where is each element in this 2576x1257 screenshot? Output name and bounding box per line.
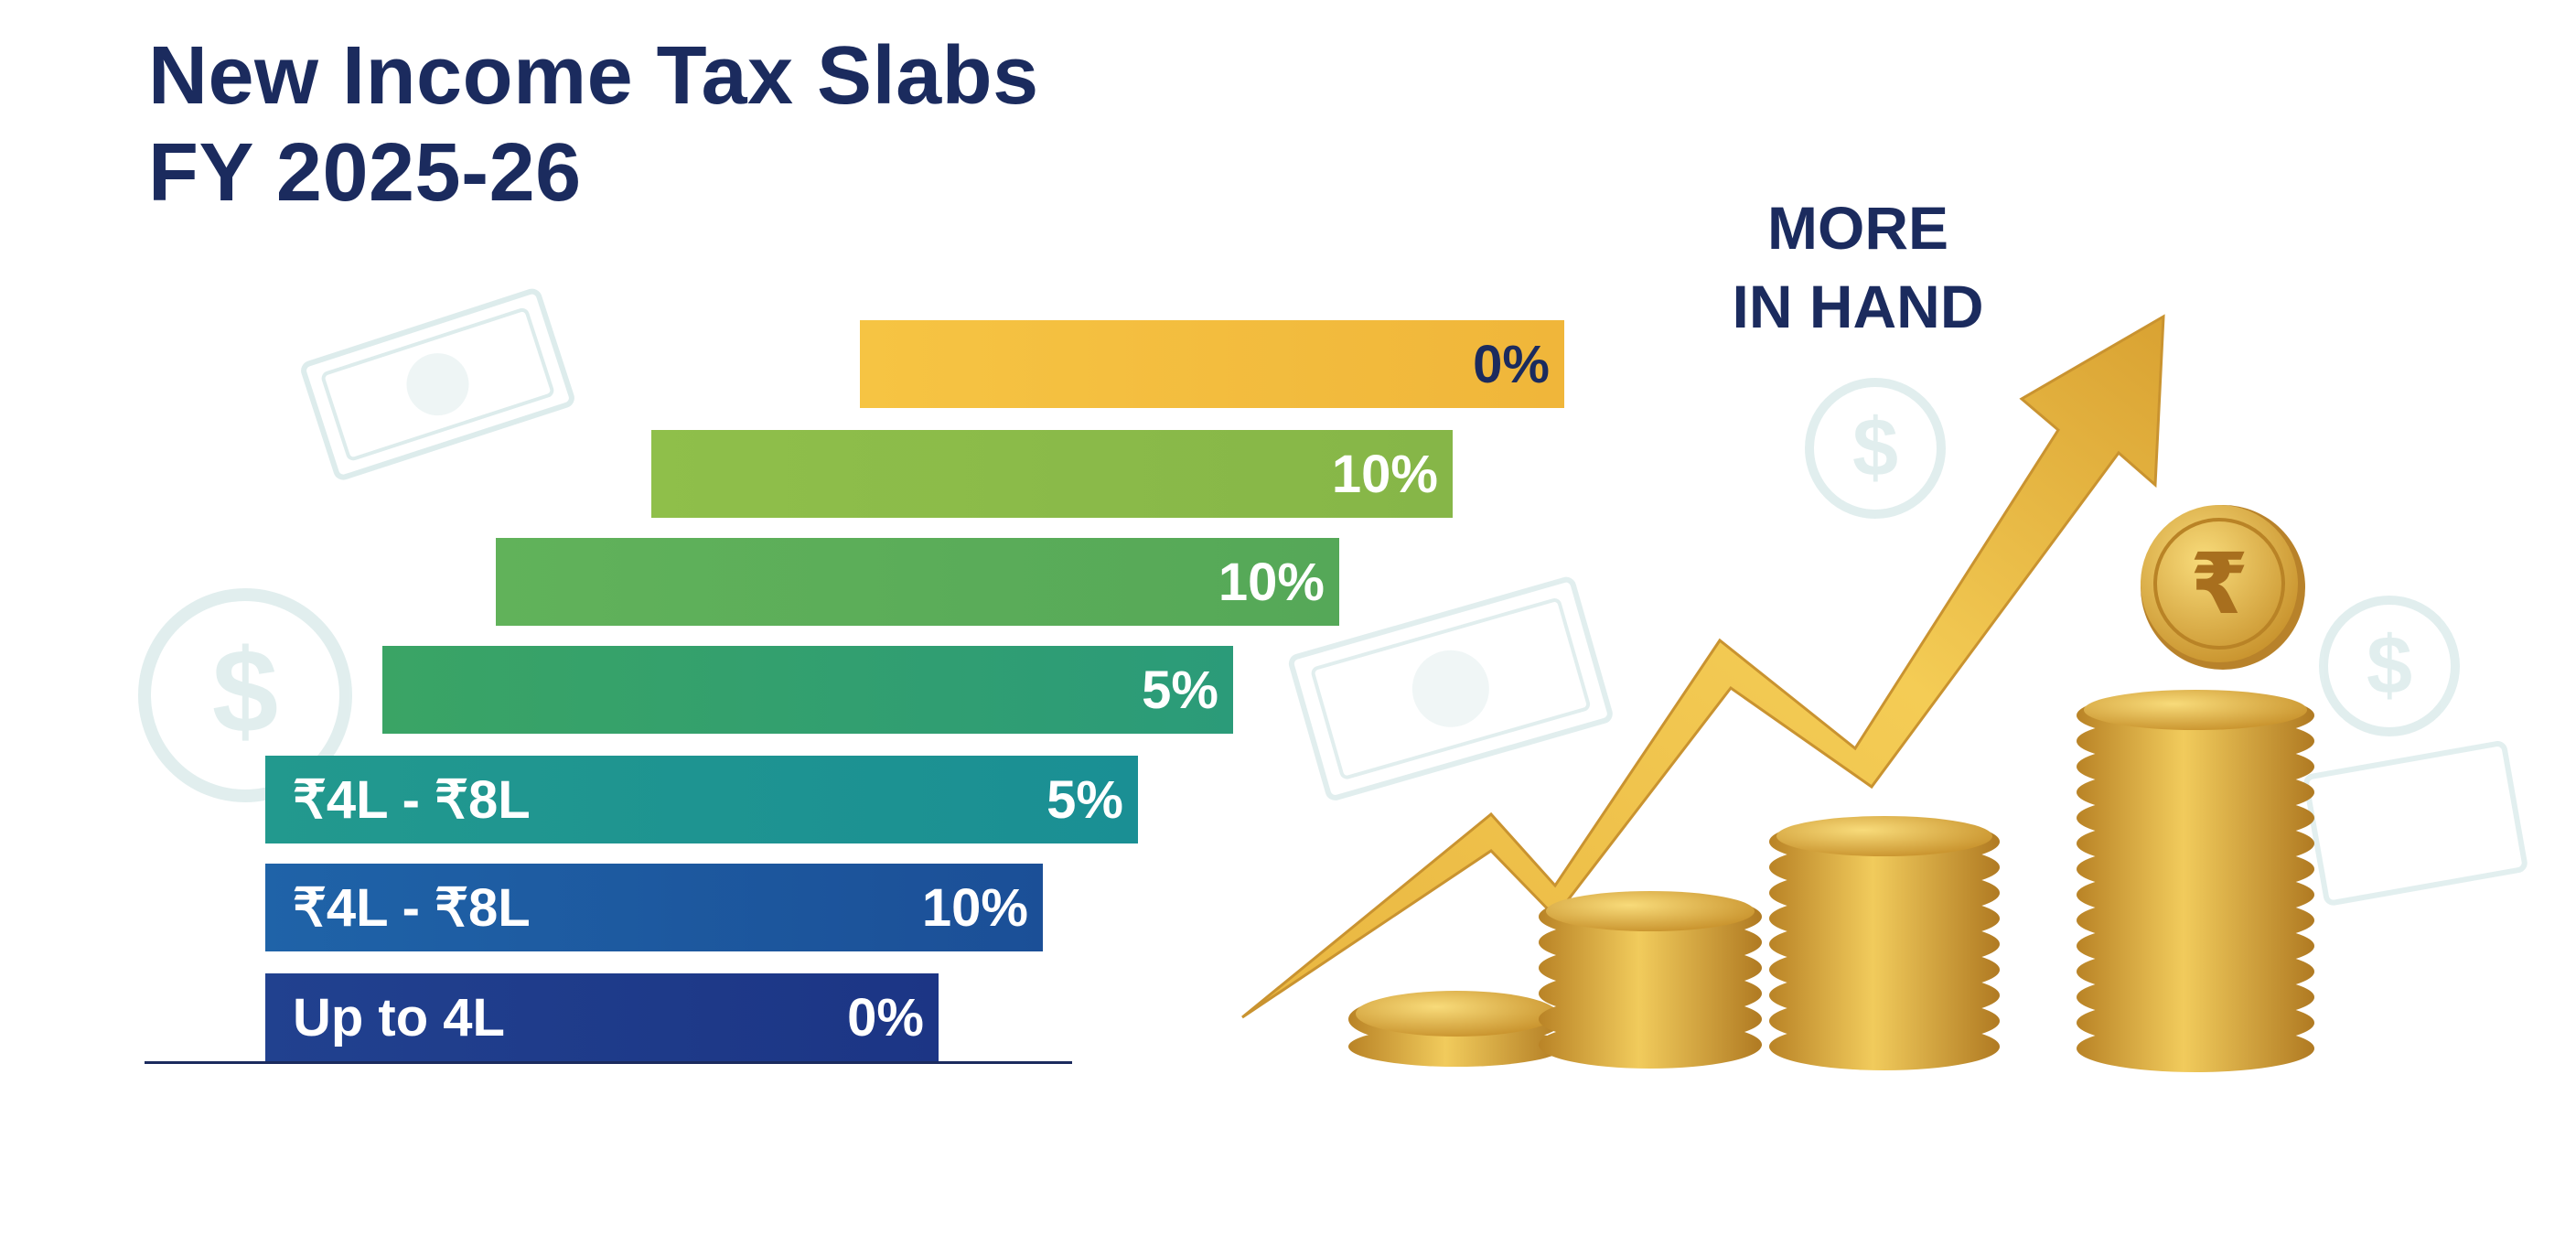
banknote-icon xyxy=(301,288,574,480)
chart-baseline xyxy=(145,1061,1072,1064)
title-line-2: FY 2025-26 xyxy=(148,127,582,219)
slab-bar-2: 10% xyxy=(651,430,1453,518)
banknote-icon xyxy=(1288,576,1613,800)
slab-bar-4: 5% xyxy=(382,646,1233,734)
coin-stack-icon xyxy=(1348,991,1564,1067)
growth-arrow-icon xyxy=(1241,314,2165,1019)
dollar-coin-icon: $ xyxy=(138,588,352,802)
slab-bar-3: 10% xyxy=(496,538,1339,626)
slab-bar-5: ₹4L - ₹8L 5% xyxy=(265,756,1138,843)
slab-label: ₹4L - ₹8L xyxy=(293,878,531,938)
slab-rate: 0% xyxy=(1473,334,1550,394)
banknote-icon xyxy=(2303,741,2528,906)
slab-label: Up to 4L xyxy=(293,987,505,1048)
slab-rate: 5% xyxy=(1142,660,1218,720)
svg-text:₹: ₹ xyxy=(2190,535,2249,633)
rupee-coin-icon: ₹ xyxy=(2141,505,2305,670)
coin-stack-icon xyxy=(2077,690,2314,1072)
dollar-coin-icon: $ xyxy=(2319,596,2460,736)
svg-text:$: $ xyxy=(212,624,278,757)
page-title: New Income Tax Slabs FY 2025-26 xyxy=(148,27,1039,221)
more-in-hand-callout: MORE IN HAND xyxy=(1680,188,2036,346)
coin-stack-icon xyxy=(1539,891,1762,1069)
slab-rate: 10% xyxy=(921,877,1028,938)
dollar-coin-icon: $ xyxy=(1805,378,1946,519)
slab-bar-6: ₹4L - ₹8L 10% xyxy=(265,864,1043,951)
slab-rate: 10% xyxy=(1331,444,1438,504)
slab-rate: 5% xyxy=(1046,769,1123,830)
svg-text:$: $ xyxy=(2367,620,2412,712)
callout-line-1: MORE xyxy=(1767,194,1948,262)
callout-line-2: IN HAND xyxy=(1732,273,1984,340)
slab-rate: 10% xyxy=(1218,552,1325,612)
slab-label: ₹4L - ₹8L xyxy=(293,770,531,830)
coin-stack-icon xyxy=(1769,816,2000,1070)
title-line-1: New Income Tax Slabs xyxy=(148,30,1039,122)
slab-bar-1: 0% xyxy=(860,320,1564,408)
svg-text:$: $ xyxy=(1852,403,1898,494)
slab-bar-7: Up to 4L 0% xyxy=(265,973,939,1061)
slab-rate: 0% xyxy=(847,987,924,1048)
